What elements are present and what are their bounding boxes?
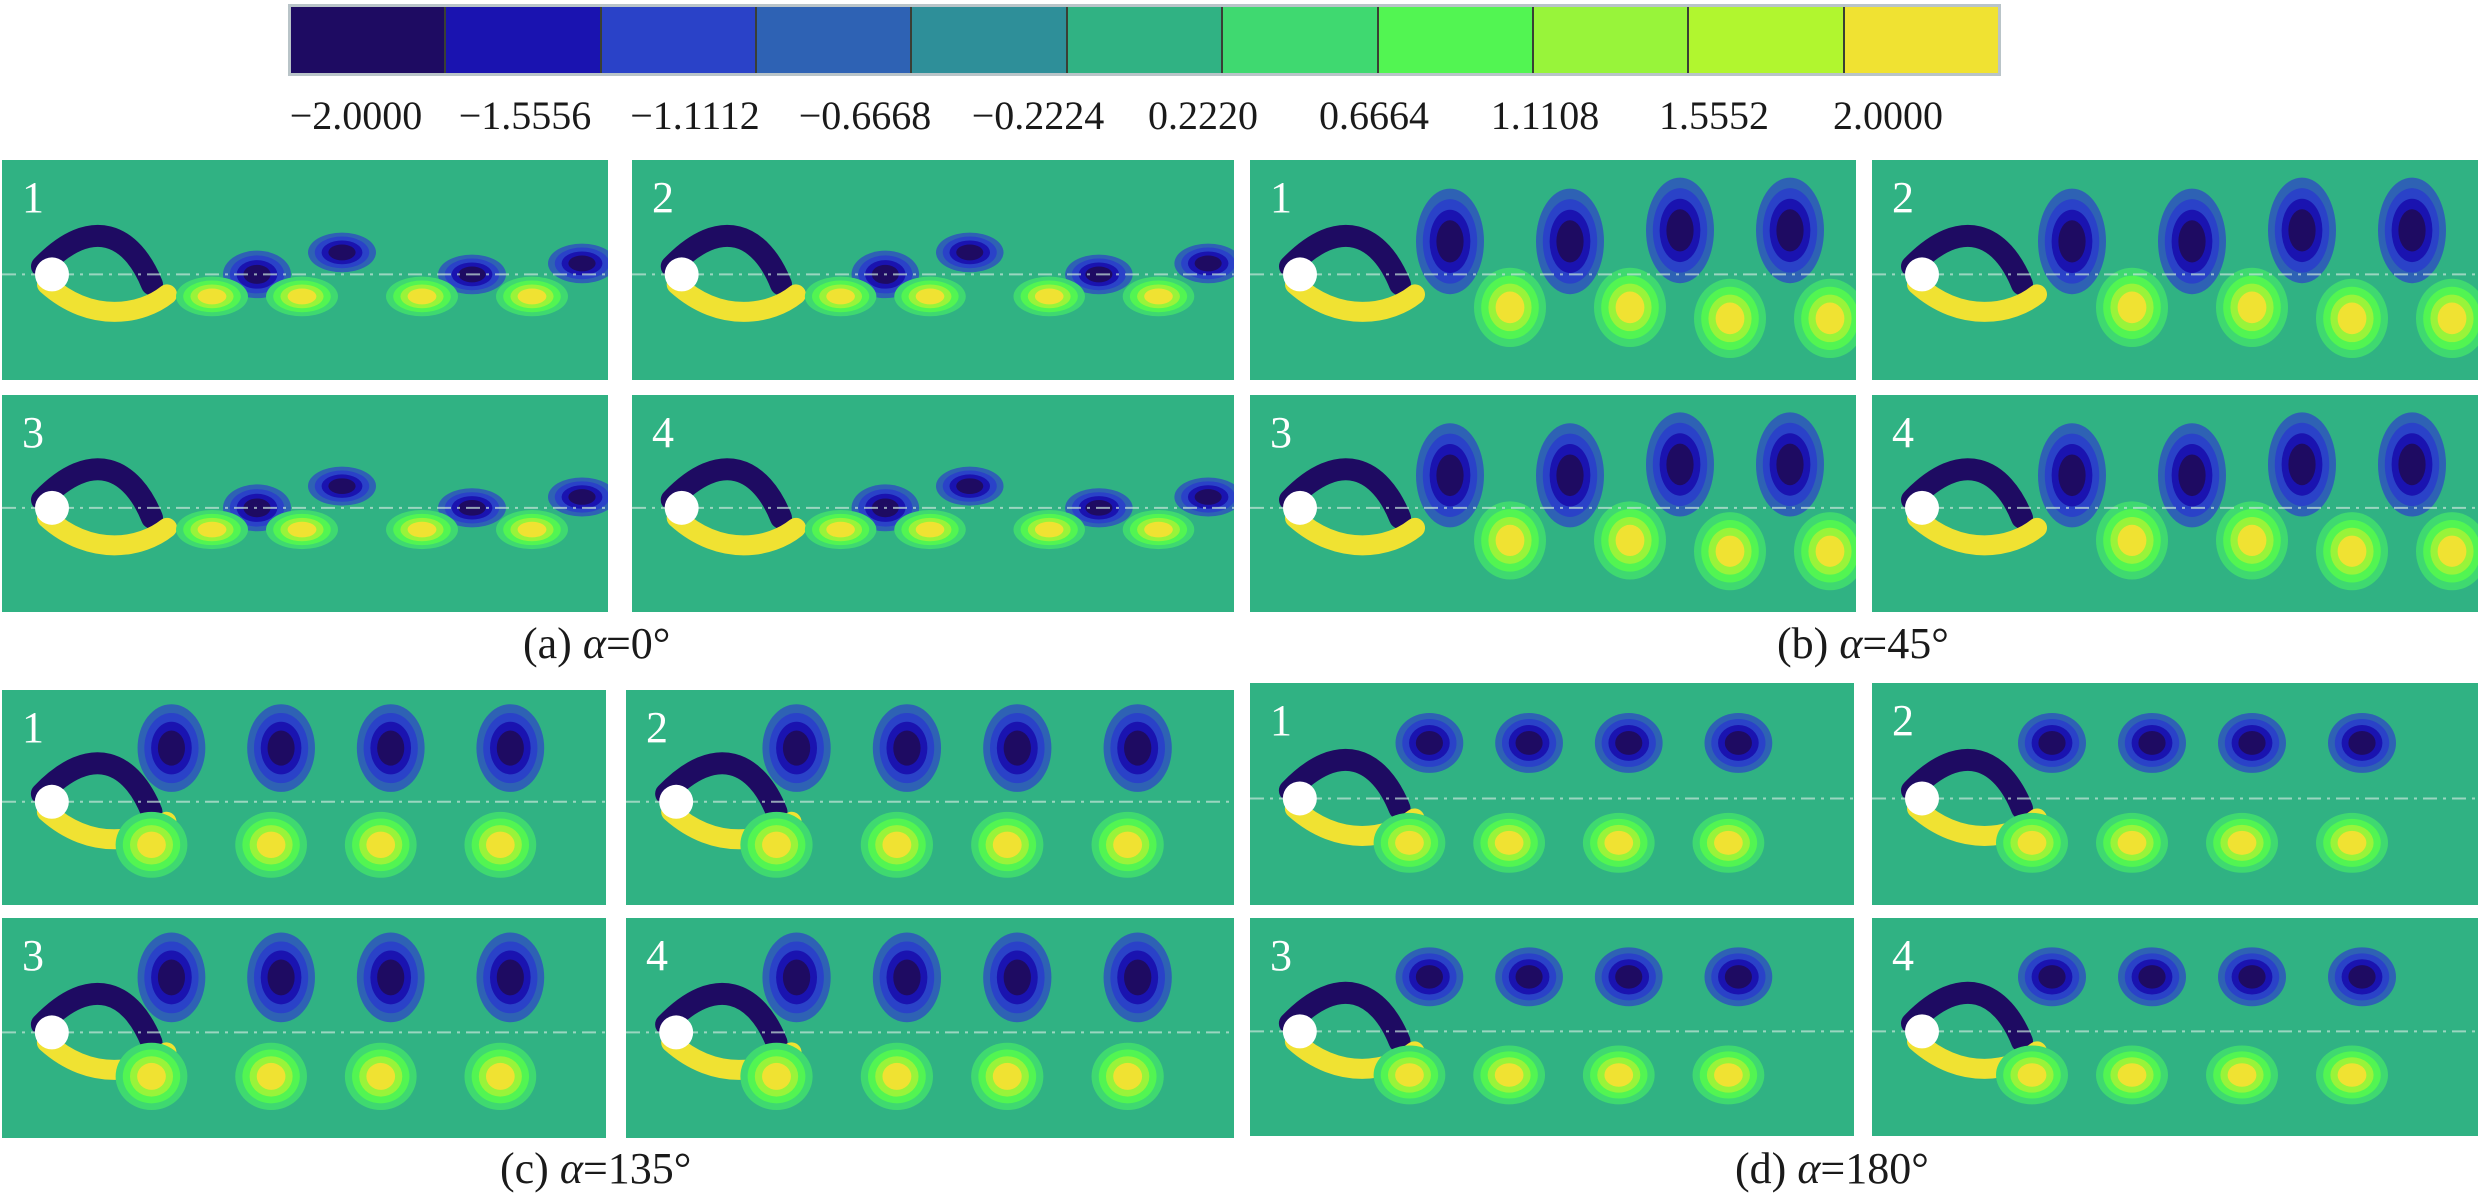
contour-panel: 2 (632, 160, 1234, 380)
panel-label: 3 (22, 408, 44, 457)
colorbar-segment (446, 7, 602, 73)
vorticity-contour (1872, 395, 2478, 612)
colorbar-segment (912, 7, 1068, 73)
colorbar-labels: −2.0000 −1.5556 −1.1112 −0.6668 −0.2224 … (290, 92, 1990, 148)
caption-c: (c) α=135° (500, 1144, 692, 1193)
cylinder (1905, 781, 1939, 816)
contour-panel: 3 (2, 395, 608, 612)
panel-label: 2 (646, 703, 668, 752)
panel-label: 3 (1270, 931, 1292, 980)
panel-label: 1 (22, 173, 44, 222)
vorticity-contour (2, 160, 608, 380)
contour-panel: 4 (632, 395, 1234, 612)
contour-panel: 4 (1872, 395, 2478, 612)
panel-label: 2 (652, 173, 674, 222)
colorbar-tick-label: −0.6668 (798, 93, 932, 138)
vorticity-contour (1872, 918, 2478, 1136)
vorticity-contour (1250, 683, 1854, 905)
panel-label: 3 (22, 931, 44, 980)
colorbar-segment (1223, 7, 1379, 73)
contour-panel: 1 (1250, 683, 1854, 905)
colorbar-tick-label: 1.5552 (1659, 93, 1769, 138)
colorbar-tick-label: 1.1108 (1490, 93, 1600, 138)
colorbar-tick-label: 0.2220 (1148, 93, 1258, 138)
panel-label: 1 (22, 703, 44, 752)
cylinder (34, 784, 69, 819)
vorticity-contour (1872, 160, 2478, 380)
contour-panel: 2 (1872, 160, 2478, 380)
panel-label: 1 (1270, 696, 1292, 745)
colorbar-tick-label: 0.6664 (1319, 93, 1429, 138)
contour-panel: 3 (2, 918, 606, 1138)
panel-label: 4 (652, 408, 674, 457)
cylinder (1905, 257, 1939, 292)
caption-d: (d) α=180° (1735, 1144, 1929, 1193)
contour-panel: 4 (626, 918, 1234, 1138)
contour-panel: 1 (2, 690, 606, 905)
vorticity-contour (1250, 395, 1856, 612)
cylinder (34, 1015, 69, 1050)
panel-label: 2 (1892, 696, 1914, 745)
cylinder (1905, 490, 1939, 525)
colorbar-tick-label: −2.0000 (289, 93, 423, 138)
caption-a: (a) α=0° (523, 619, 671, 668)
vorticity-contour (2, 918, 606, 1138)
colorbar-tick-label: −1.5556 (458, 93, 592, 138)
vorticity-contour (626, 690, 1234, 905)
panel-label: 4 (646, 931, 668, 980)
panel-label: 2 (1892, 173, 1914, 222)
cylinder (659, 784, 694, 819)
contour-panel: 3 (1250, 395, 1856, 612)
colorbar (288, 4, 2001, 76)
vorticity-contour (1250, 918, 1854, 1136)
contour-panel: 2 (1872, 683, 2478, 905)
colorbar-tick-label: 2.0000 (1833, 93, 1943, 138)
cylinder (1282, 781, 1317, 816)
colorbar-segment (1378, 7, 1534, 73)
vorticity-contour (632, 160, 1234, 380)
contour-panel: 3 (1250, 918, 1854, 1136)
colorbar-segment (757, 7, 913, 73)
cylinder (1905, 1014, 1939, 1049)
colorbar-segment (1067, 7, 1224, 73)
contour-panel: 2 (626, 690, 1234, 905)
colorbar-segment (1689, 7, 1845, 73)
cylinder (1283, 490, 1317, 525)
cylinder (659, 1015, 694, 1050)
cylinder (35, 490, 69, 525)
cylinder (35, 257, 69, 292)
panel-label: 4 (1892, 931, 1914, 980)
vorticity-contour (1250, 160, 1856, 380)
panel-label: 1 (1270, 173, 1292, 222)
colorbar-segment (1844, 7, 1998, 73)
colorbar-segment (601, 7, 758, 73)
colorbar-tick-label: −0.2224 (971, 93, 1105, 138)
contour-panel: 4 (1872, 918, 2478, 1136)
colorbar-segment (291, 7, 447, 73)
vorticity-contour (632, 395, 1234, 612)
contour-panel: 1 (2, 160, 608, 380)
cylinder (664, 257, 699, 292)
contour-panel: 1 (1250, 160, 1856, 380)
cylinder (664, 490, 699, 525)
colorbar-segment (1533, 7, 1690, 73)
panel-label: 4 (1892, 408, 1914, 457)
vorticity-contour (2, 690, 606, 905)
caption-b: (b) α=45° (1777, 619, 1949, 668)
colorbar-tick-label: −1.1112 (630, 93, 760, 138)
vorticity-contour (1872, 683, 2478, 905)
cylinder (1282, 1014, 1317, 1049)
vorticity-contour (2, 395, 608, 612)
vorticity-contour (626, 918, 1234, 1138)
cylinder (1283, 257, 1317, 292)
panel-label: 3 (1270, 408, 1292, 457)
